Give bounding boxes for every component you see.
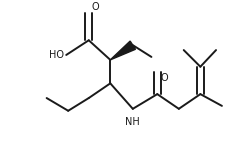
Text: O: O (92, 2, 99, 12)
Text: O: O (160, 73, 168, 83)
Text: HO: HO (49, 50, 64, 60)
Polygon shape (110, 41, 135, 60)
Text: NH: NH (125, 117, 140, 127)
